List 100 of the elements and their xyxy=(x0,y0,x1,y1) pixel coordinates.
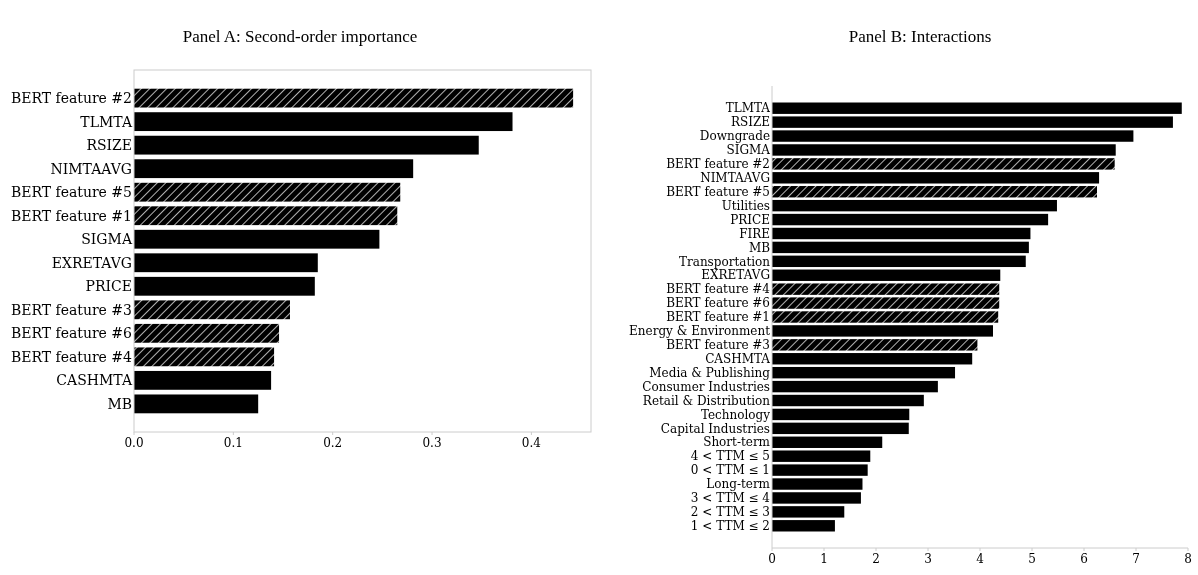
bar xyxy=(772,366,956,379)
chart-title: Panel B: Interactions xyxy=(848,27,992,46)
y-tick-label: Energy & Environment xyxy=(629,324,771,339)
bar xyxy=(772,339,978,351)
y-tick-label: BERT feature #1 xyxy=(666,310,770,325)
y-tick-label: RSIZE xyxy=(86,137,132,154)
y-tick-label: Long-term xyxy=(706,477,771,492)
bar xyxy=(134,370,272,390)
y-tick-label: CASHMTA xyxy=(56,372,133,389)
bar xyxy=(134,182,401,202)
bar xyxy=(134,323,280,343)
y-tick-label: BERT feature #3 xyxy=(10,301,132,318)
y-tick-label: 4 < TTM ≤ 5 xyxy=(690,449,770,464)
bar xyxy=(772,255,1026,268)
bar xyxy=(772,436,883,448)
bar xyxy=(772,478,863,490)
bar xyxy=(772,241,1029,254)
y-tick-label: 1 < TTM ≤ 2 xyxy=(690,518,770,533)
bar xyxy=(772,506,845,518)
x-tick-label: 2 xyxy=(872,552,880,566)
y-tick-label: BERT feature #2 xyxy=(10,90,132,107)
x-tick-label: 0.1 xyxy=(223,436,243,450)
y-tick-label: Technology xyxy=(700,407,771,422)
y-tick-label: BERT feature #3 xyxy=(666,338,770,353)
x-tick-label: 1 xyxy=(820,552,828,566)
bar xyxy=(134,276,315,296)
bar xyxy=(772,380,938,393)
bar xyxy=(134,300,290,320)
x-tick-label: 0.0 xyxy=(124,436,144,450)
y-tick-label: TLMTA xyxy=(725,101,771,116)
bar xyxy=(772,464,868,476)
y-tick-label: Short-term xyxy=(703,435,771,450)
x-tick-label: 7 xyxy=(1132,552,1140,566)
bar xyxy=(772,102,1182,114)
bar xyxy=(772,325,993,337)
y-tick-label: Downgrade xyxy=(699,129,770,144)
x-tick-label: 8 xyxy=(1184,552,1192,566)
bar xyxy=(134,206,398,226)
bar xyxy=(772,186,1097,198)
x-tick-label: 3 xyxy=(924,552,932,566)
y-tick-label: MB xyxy=(107,395,132,412)
y-tick-label: BERT feature #4 xyxy=(10,348,133,365)
x-tick-label: 6 xyxy=(1080,552,1088,566)
bar xyxy=(772,144,1116,156)
y-tick-label: BERT feature #5 xyxy=(10,184,132,201)
y-tick-label: PRICE xyxy=(85,278,132,295)
bar xyxy=(772,394,924,407)
y-tick-label: MB xyxy=(748,240,771,255)
x-tick-label: 0.2 xyxy=(323,436,343,450)
y-tick-label: 3 < TTM ≤ 4 xyxy=(690,491,771,506)
bar xyxy=(772,199,1057,212)
y-tick-label: PRICE xyxy=(730,212,770,227)
bar xyxy=(134,394,259,414)
x-tick-label: 0.4 xyxy=(521,436,542,450)
y-tick-label: BERT feature #2 xyxy=(666,157,770,172)
y-tick-label: Media & Publishing xyxy=(649,365,771,380)
y-tick-label: BERT feature #6 xyxy=(666,296,770,311)
y-tick-label: SIGMA xyxy=(726,143,771,158)
y-tick-label: CASHMTA xyxy=(705,351,771,366)
bar xyxy=(772,172,1100,184)
bar xyxy=(134,347,275,367)
y-tick-label: BERT feature #6 xyxy=(10,325,133,342)
chart-title: Panel A: Second-order importance xyxy=(182,27,418,46)
bar xyxy=(772,408,910,421)
bar xyxy=(772,158,1115,170)
y-tick-label: SIGMA xyxy=(81,231,133,248)
bar xyxy=(772,130,1134,142)
bar xyxy=(134,253,318,273)
y-tick-label: FIRE xyxy=(739,226,770,241)
bar xyxy=(772,213,1049,226)
y-tick-label: RSIZE xyxy=(730,115,770,130)
y-tick-label: 0 < TTM ≤ 1 xyxy=(690,463,770,478)
y-tick-label: NIMTAAVG xyxy=(50,160,132,177)
bar xyxy=(134,88,574,108)
y-tick-label: Utilities xyxy=(721,198,770,213)
y-tick-label: Retail & Distribution xyxy=(642,393,771,408)
y-tick-label: TLMTA xyxy=(80,113,133,130)
y-tick-label: 2 < TTM ≤ 3 xyxy=(690,505,770,520)
bar xyxy=(772,116,1173,128)
y-tick-label: EXRETAVG xyxy=(701,268,770,283)
y-tick-label: BERT feature #5 xyxy=(666,184,770,199)
bar xyxy=(772,297,1000,309)
y-tick-label: EXRETAVG xyxy=(51,254,132,271)
bar xyxy=(772,353,973,365)
x-tick-label: 5 xyxy=(1028,552,1036,566)
bar xyxy=(134,112,513,132)
y-tick-label: NIMTAAVG xyxy=(700,171,770,186)
y-tick-label: Capital Industries xyxy=(660,421,770,436)
bar xyxy=(772,311,999,323)
bar xyxy=(772,227,1031,240)
x-tick-label: 0 xyxy=(768,552,776,566)
y-tick-label: Transportation xyxy=(678,254,771,269)
y-tick-label: BERT feature #4 xyxy=(666,282,771,297)
x-tick-label: 4 xyxy=(976,552,985,566)
bar xyxy=(772,283,1000,295)
x-tick-label: 0.3 xyxy=(422,436,442,450)
bar xyxy=(772,520,835,532)
y-tick-label: Consumer Industries xyxy=(642,379,770,394)
bar xyxy=(772,450,871,462)
bar xyxy=(772,422,909,435)
